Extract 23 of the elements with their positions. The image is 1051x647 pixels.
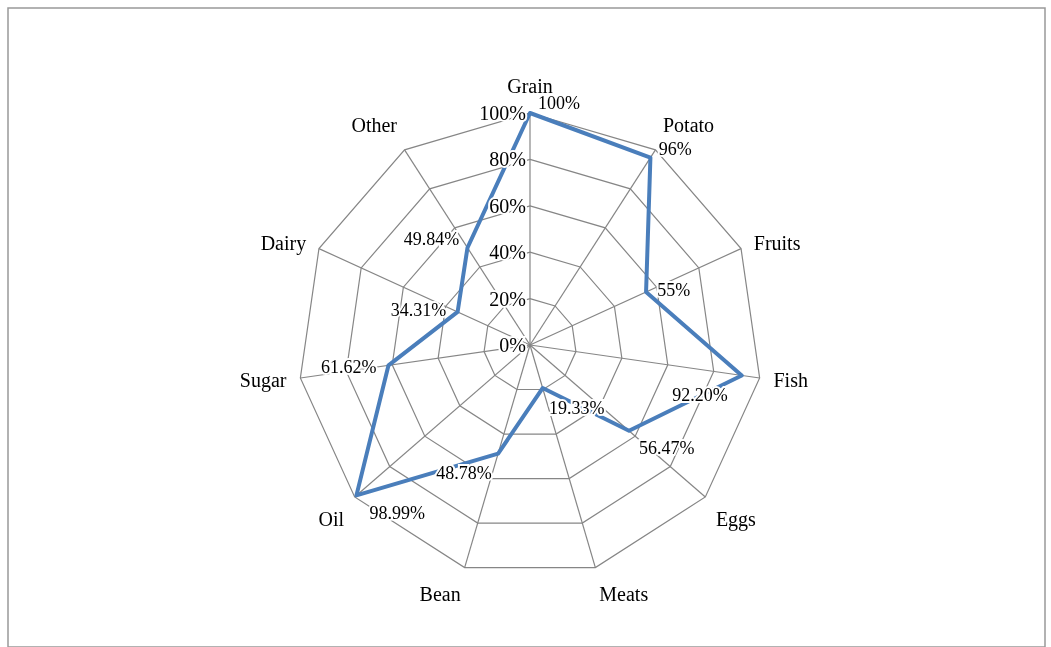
- data-label: 56.47%: [639, 438, 695, 459]
- spoke-label: Sugar: [239, 369, 287, 393]
- spoke-label: Fish: [773, 369, 808, 392]
- spoke-label: Oil: [318, 508, 345, 531]
- data-label: 55%: [657, 279, 691, 300]
- y-tick-label: 40%: [489, 241, 526, 264]
- y-tick-label: 20%: [489, 287, 526, 310]
- data-label: 49.84%: [403, 229, 460, 249]
- data-label: 61.62%: [321, 357, 377, 378]
- spoke-label: Dairy: [260, 231, 307, 255]
- y-tick-label: 100%: [479, 102, 526, 124]
- spoke-label: Potato: [663, 114, 715, 137]
- spoke-label: Eggs: [715, 508, 757, 532]
- data-label: 34.31%: [390, 299, 447, 320]
- spoke-label: Bean: [419, 583, 461, 606]
- spoke-label: Other: [351, 114, 398, 137]
- data-label: 48.78%: [436, 463, 492, 484]
- spoke-label: Fruits: [753, 231, 801, 254]
- spoke-label: Meats: [599, 583, 649, 606]
- y-tick-label: 0%: [499, 334, 526, 356]
- data-label: 96%: [658, 138, 692, 159]
- y-tick-label: 60%: [489, 194, 526, 217]
- data-label: 98.99%: [369, 502, 425, 523]
